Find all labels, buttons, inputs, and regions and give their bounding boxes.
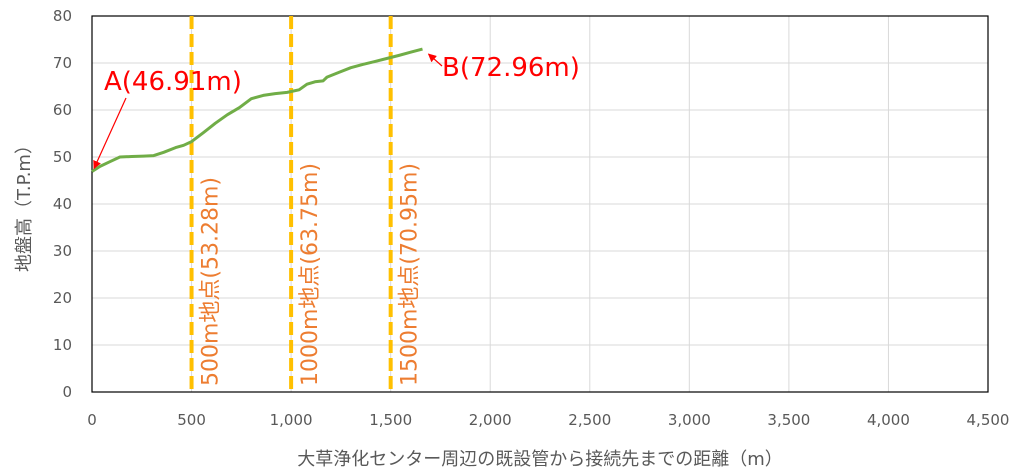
x-tick-label: 1,500: [369, 411, 412, 429]
marker-label: 500m地点(53.28m): [199, 177, 224, 386]
y-tick-labels: 0 10 20 30 40 50 60 70 80: [53, 7, 72, 401]
x-tick-labels: 0 500 1,000 1,500 2,000 2,500 3,000 3,500 4,000 4…: [87, 411, 1009, 429]
y-tick-label: 20: [53, 289, 72, 307]
x-tick-label: 3,000: [668, 411, 711, 429]
y-tick-label: 0: [62, 383, 72, 401]
y-tick-label: 50: [53, 148, 72, 166]
y-tick-label: 70: [53, 54, 72, 72]
x-tick-label: 4,000: [867, 411, 910, 429]
x-tick-label: 2,500: [568, 411, 611, 429]
marker-label: 1500m地点(70.95m): [398, 163, 423, 386]
series-layer: [91, 47, 423, 173]
annotation-label: B(72.96m): [442, 53, 580, 83]
annotation-arrow: [427, 53, 443, 67]
marker-lines: [189, 16, 393, 392]
annotation-label: A(46.91m): [104, 67, 242, 97]
x-tick-label: 3,500: [767, 411, 810, 429]
y-tick-label: 60: [53, 101, 72, 119]
x-tick-label: 2,000: [469, 411, 512, 429]
annotation-arrow: [93, 97, 127, 170]
series-line: [91, 47, 423, 173]
y-tick-label: 40: [53, 195, 72, 213]
marker-label: 1000m地点(63.75m): [298, 163, 323, 386]
y-tick-label: 80: [53, 7, 72, 25]
y-axis-title: 地盤高（T.P.m）: [14, 136, 35, 272]
grid-horizontal: [92, 62, 988, 346]
y-tick-label: 10: [53, 336, 72, 354]
x-tick-label: 4,500: [967, 411, 1010, 429]
plot-frame: [91, 15, 989, 393]
x-tick-label: 0: [87, 411, 97, 429]
x-axis-title: 大草浄化センター周辺の既設管から接続先までの距離（m）: [297, 449, 783, 470]
y-tick-label: 30: [53, 242, 72, 260]
annotation-layer: A(46.91m) B(72.96m): [93, 53, 580, 170]
marker-labels: 500m地点(53.28m) 1000m地点(63.75m) 1500m地点(70.…: [199, 163, 423, 386]
x-tick-label: 1,000: [270, 411, 313, 429]
x-tick-label: 500: [177, 411, 206, 429]
